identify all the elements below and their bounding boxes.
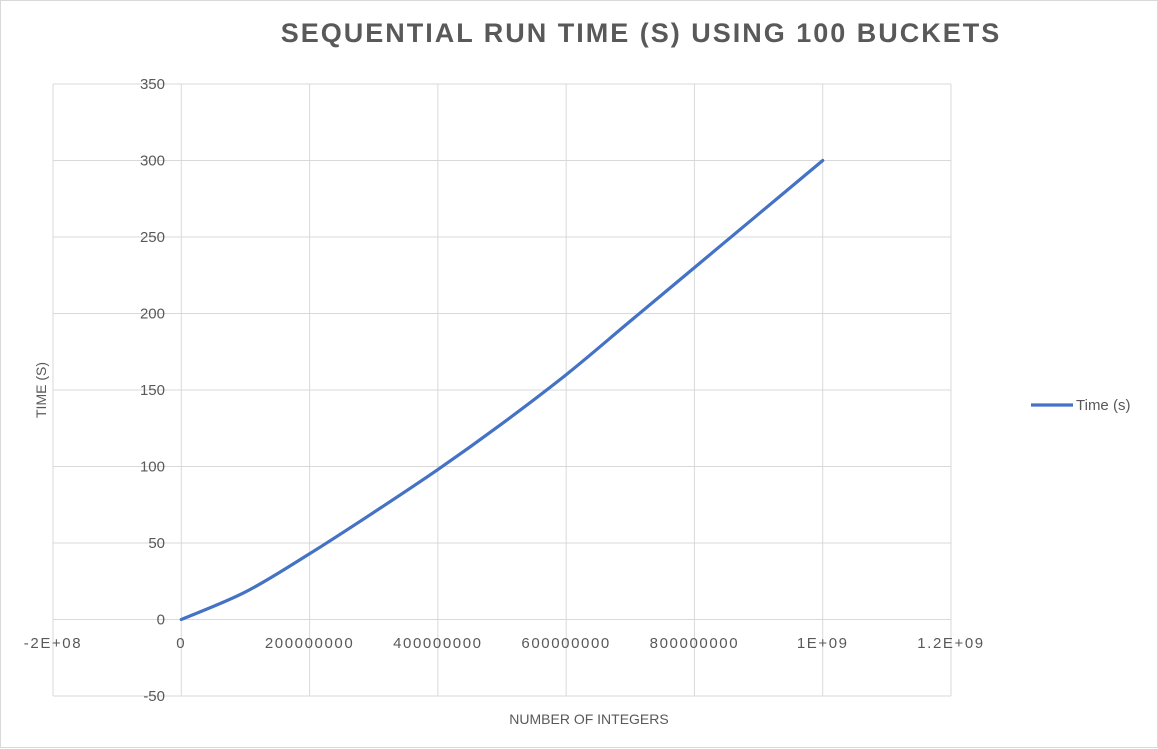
legend: Time (s) [1031,397,1130,414]
y-tick-label: 350 [140,76,165,93]
x-tick-label: 0 [176,635,186,652]
y-tick-label: 250 [140,229,165,246]
x-tick-label: -2E+08 [24,635,82,652]
y-tick-label: 300 [140,153,165,170]
x-tick-label: 600000000 [521,635,610,652]
y-axis-label: TIME (S) [33,362,49,418]
series-layer [179,158,825,622]
y-tick-label: 100 [140,459,165,476]
series-line-time [179,158,825,622]
y-tick-label: 50 [148,535,165,552]
gridlines [52,83,952,697]
y-tick-label: 0 [157,612,165,629]
x-tick-label: 1.2E+09 [917,635,985,652]
x-tick-label: 800000000 [650,635,739,652]
x-axis-label: NUMBER OF INTEGERS [509,711,668,727]
x-tick-label: 200000000 [265,635,354,652]
x-tick-label: 1E+09 [797,635,849,652]
tick-labels: -50 0 50 100 150 200 250 300 350 -2E+08 0 200000000… [24,76,985,705]
x-tick-label: 400000000 [393,635,482,652]
y-tick-label: 150 [140,382,165,399]
legend-label: Time (s) [1076,397,1130,414]
y-tick-label: -50 [143,688,165,705]
chart-title: SEQUENTIAL RUN TIME (S) USING 100 BUCKET… [281,18,1002,48]
y-tick-label: 200 [140,306,165,323]
